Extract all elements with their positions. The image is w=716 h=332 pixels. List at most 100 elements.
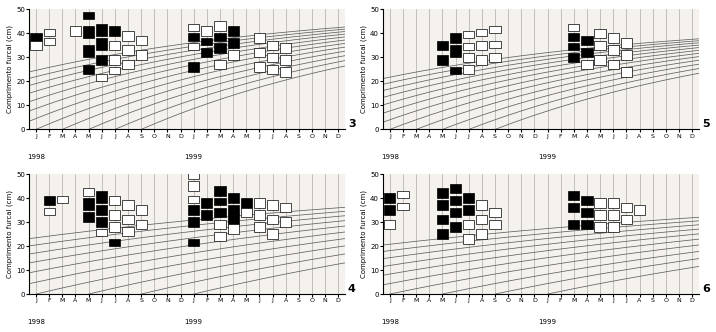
Bar bbox=[96, 38, 107, 50]
Bar bbox=[489, 26, 500, 34]
Bar bbox=[594, 210, 606, 220]
Bar bbox=[581, 36, 593, 45]
Bar bbox=[201, 26, 213, 36]
Bar bbox=[594, 198, 606, 208]
Bar bbox=[228, 26, 238, 36]
Bar bbox=[463, 234, 474, 244]
Bar bbox=[489, 220, 500, 229]
Bar bbox=[188, 239, 199, 246]
Bar bbox=[96, 205, 107, 215]
Bar bbox=[110, 239, 120, 246]
Bar bbox=[122, 31, 134, 41]
Bar bbox=[450, 196, 461, 205]
Bar bbox=[450, 184, 461, 193]
Bar bbox=[384, 193, 395, 203]
Bar bbox=[228, 193, 238, 203]
Bar bbox=[569, 24, 579, 31]
Bar bbox=[214, 43, 226, 53]
Text: 1998: 1998 bbox=[381, 319, 399, 325]
Bar bbox=[489, 208, 500, 217]
Text: 5: 5 bbox=[702, 120, 710, 129]
Bar bbox=[188, 196, 199, 203]
Bar bbox=[228, 205, 238, 215]
Text: 1999: 1999 bbox=[185, 319, 203, 325]
Bar bbox=[267, 65, 278, 74]
Bar bbox=[188, 24, 199, 31]
Bar bbox=[122, 201, 134, 210]
Bar bbox=[135, 220, 147, 229]
Bar bbox=[463, 43, 474, 50]
Bar bbox=[437, 55, 448, 65]
Bar bbox=[110, 55, 120, 65]
Bar bbox=[437, 41, 448, 50]
Bar bbox=[214, 22, 226, 31]
Bar bbox=[450, 222, 461, 232]
Bar bbox=[608, 45, 619, 55]
Bar bbox=[437, 189, 448, 198]
Bar bbox=[241, 208, 252, 217]
Bar bbox=[463, 193, 474, 203]
Bar bbox=[437, 229, 448, 239]
Bar bbox=[30, 34, 42, 41]
Bar bbox=[253, 48, 265, 57]
Bar bbox=[384, 205, 395, 215]
Text: 1999: 1999 bbox=[538, 154, 556, 160]
Bar bbox=[96, 74, 107, 81]
Bar bbox=[569, 34, 579, 41]
Bar bbox=[594, 41, 606, 50]
Bar bbox=[397, 203, 409, 210]
Bar bbox=[489, 53, 500, 62]
Bar bbox=[450, 45, 461, 57]
Bar bbox=[463, 31, 474, 38]
Bar bbox=[581, 220, 593, 229]
Bar bbox=[384, 220, 395, 229]
Bar bbox=[30, 41, 42, 50]
Bar bbox=[201, 198, 213, 208]
Bar bbox=[594, 222, 606, 232]
Bar bbox=[188, 34, 199, 41]
Bar bbox=[214, 198, 226, 205]
Bar bbox=[476, 29, 488, 36]
Bar bbox=[463, 220, 474, 229]
Y-axis label: Comprimento furcal (cm): Comprimento furcal (cm) bbox=[361, 190, 367, 278]
Bar bbox=[188, 172, 199, 179]
Bar bbox=[201, 38, 213, 45]
Bar bbox=[83, 12, 94, 19]
Bar bbox=[228, 224, 238, 234]
Bar bbox=[241, 198, 252, 208]
Bar bbox=[188, 205, 199, 215]
Y-axis label: Comprimento furcal (cm): Comprimento furcal (cm) bbox=[361, 26, 367, 114]
Bar bbox=[110, 67, 120, 74]
Bar bbox=[57, 196, 68, 203]
Bar bbox=[83, 65, 94, 74]
Bar bbox=[569, 220, 579, 229]
Bar bbox=[476, 215, 488, 224]
Bar bbox=[463, 53, 474, 62]
Bar bbox=[463, 205, 474, 215]
Y-axis label: Comprimento furcal (cm): Comprimento furcal (cm) bbox=[7, 190, 14, 278]
Bar bbox=[569, 203, 579, 212]
Bar bbox=[253, 34, 265, 43]
Text: 4: 4 bbox=[348, 284, 356, 294]
Bar bbox=[437, 201, 448, 210]
Bar bbox=[110, 41, 120, 50]
Bar bbox=[280, 55, 291, 65]
Bar bbox=[581, 48, 593, 57]
Bar bbox=[214, 60, 226, 69]
Text: 3: 3 bbox=[348, 120, 356, 129]
Bar bbox=[621, 203, 632, 212]
Bar bbox=[96, 191, 107, 203]
Bar bbox=[122, 215, 134, 224]
Bar bbox=[83, 212, 94, 222]
Bar bbox=[594, 29, 606, 38]
Bar bbox=[228, 50, 238, 60]
Bar bbox=[69, 26, 81, 36]
Text: 1999: 1999 bbox=[185, 154, 203, 160]
Bar bbox=[253, 222, 265, 232]
Bar bbox=[450, 208, 461, 217]
Bar bbox=[188, 62, 199, 72]
Bar bbox=[44, 38, 54, 45]
Bar bbox=[214, 186, 226, 196]
Bar bbox=[135, 205, 147, 215]
Bar bbox=[83, 26, 94, 38]
